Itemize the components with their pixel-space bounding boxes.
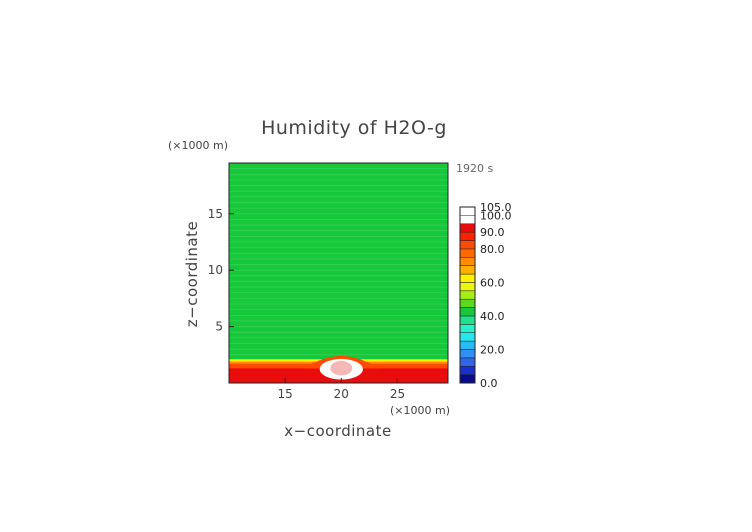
colorbar-swatch [459,324,476,333]
colorbar-label: 80.0 [480,243,505,256]
colorbar-swatch [459,282,476,292]
x-axis-label: x−coordinate [284,422,391,440]
colorbar-swatch [459,340,476,350]
time-label: 1920 s [456,162,493,175]
colorbar-label: 0.0 [480,377,498,390]
colorbar-swatch [459,240,476,250]
x-tick-label: 20 [334,387,349,401]
y-unit-label: (×1000 m) [168,139,228,152]
colorbar-swatch [459,215,476,225]
y-tick-label: 10 [208,263,223,277]
x-tick-label: 25 [390,387,405,401]
y-tick-label: 15 [208,207,223,221]
colorbar-frame [459,206,476,384]
y-tick-label: 5 [215,320,223,334]
colorbar-swatch [459,248,476,258]
axis-ticks: 15 20 25 5 10 15 [208,207,405,401]
colorbar-swatch [459,365,476,375]
colorbar-label: 20.0 [480,343,505,356]
x-tick-label: 15 [278,387,293,401]
colorbar-label: 105.0 [480,201,512,214]
y-axis-label: z−coordinate [183,221,201,327]
chart-title: Humidity of H2O-g [261,117,447,139]
colorbar-label: 90.0 [480,226,505,239]
field-bubble-core [330,360,353,376]
colorbar-label: 60.0 [480,276,505,289]
x-unit-label: (×1000 m) [390,404,450,417]
plot-frame [228,162,449,384]
plot-area [228,162,449,384]
colorbar-swatch [459,273,476,283]
colorbar-swatch [459,223,476,233]
colorbar-swatch [459,231,476,241]
colorbar-swatch [459,349,476,359]
field-background [229,163,448,383]
colorbar-swatch [459,307,476,317]
colorbar-swatch [459,332,476,342]
colorbar-swatch [459,374,476,384]
colorbar-swatch [459,298,476,308]
colorbar-swatch [459,257,476,266]
colorbar-swatch [459,265,476,275]
colorbar-swatch [459,315,476,325]
colorbar-swatch [459,290,476,300]
colorbar-label: 100.0 [480,209,512,222]
colorbar-swatch [459,357,476,367]
colorbar-label: 40.0 [480,310,505,323]
